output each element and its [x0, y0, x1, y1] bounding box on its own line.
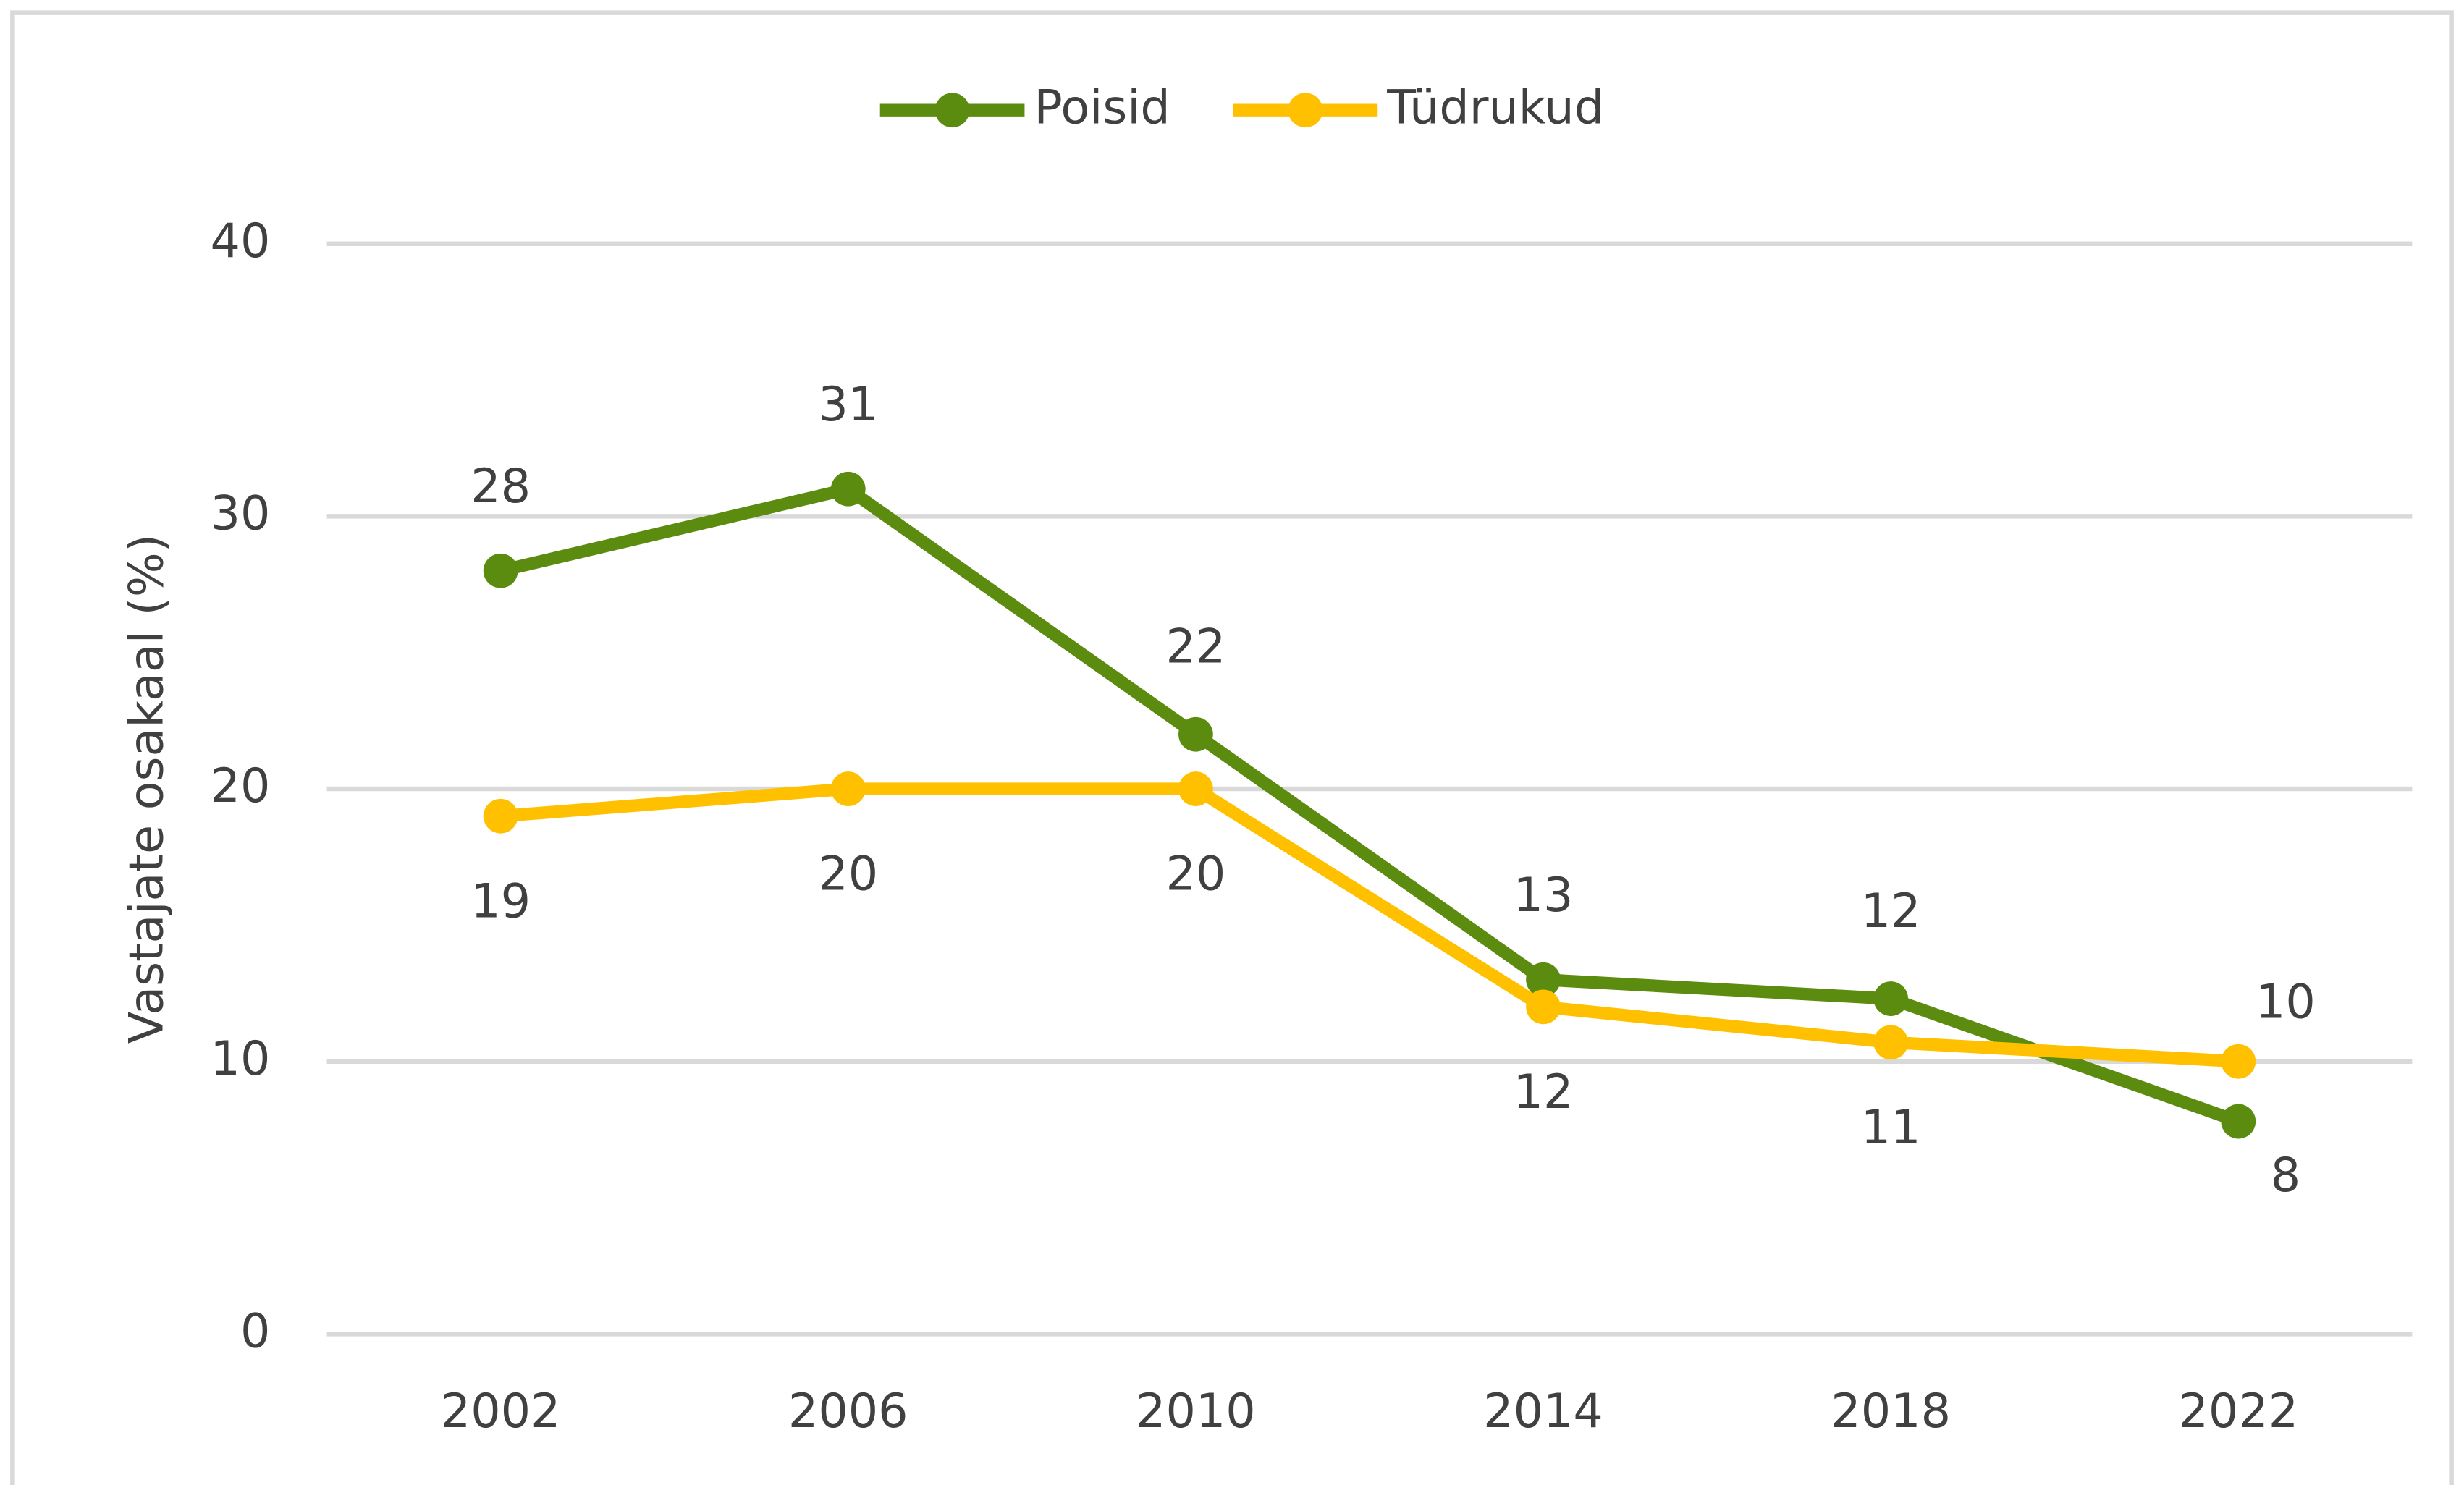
series-line — [499, 782, 2239, 1068]
legend-marker — [934, 93, 970, 128]
legend-label: Tüdrukud — [1386, 80, 1604, 135]
data-point — [1873, 981, 1909, 1016]
data-label: 22 — [1165, 620, 1225, 674]
x-tick-label: 2006 — [788, 1384, 908, 1439]
data-point — [1178, 716, 1213, 752]
data-point — [483, 553, 518, 588]
data-label: 28 — [471, 460, 531, 514]
data-point — [1178, 771, 1213, 806]
data-label: 8 — [2271, 1148, 2300, 1203]
chart-frame — [10, 10, 2454, 1485]
data-label: 11 — [1861, 1101, 1921, 1155]
data-point — [1873, 1025, 1909, 1060]
data-label: 12 — [1514, 1065, 1574, 1120]
data-label: 10 — [2256, 976, 2316, 1030]
data-point — [2221, 1104, 2256, 1139]
data-label: 20 — [1165, 847, 1225, 902]
y-tick-label: 20 — [211, 759, 271, 813]
data-point — [1526, 962, 1561, 997]
data-point — [483, 798, 518, 834]
data-label: 31 — [818, 378, 878, 432]
x-tick-label: 2022 — [2178, 1384, 2298, 1439]
legend-label: Poisid — [1034, 80, 1170, 135]
data-label: 20 — [818, 847, 878, 902]
y-tick-label: 40 — [211, 214, 271, 268]
data-point — [1526, 989, 1561, 1025]
data-label: 13 — [1514, 868, 1574, 923]
legend-marker — [1288, 93, 1323, 128]
x-tick-label: 2002 — [441, 1384, 561, 1439]
y-tick-label: 0 — [240, 1304, 270, 1358]
data-point — [830, 771, 866, 806]
data-label: 19 — [471, 874, 531, 928]
y-axis-title: Vastajate osakaal (%) — [119, 534, 174, 1044]
x-tick-label: 2018 — [1831, 1384, 1951, 1439]
data-point — [2221, 1044, 2256, 1079]
series-line — [499, 483, 2241, 1128]
y-tick-label: 30 — [211, 486, 271, 541]
y-tick-label: 10 — [211, 1032, 271, 1086]
x-tick-label: 2010 — [1136, 1384, 1256, 1439]
data-label: 12 — [1861, 884, 1921, 939]
x-tick-label: 2014 — [1483, 1384, 1603, 1439]
data-point — [830, 471, 866, 507]
